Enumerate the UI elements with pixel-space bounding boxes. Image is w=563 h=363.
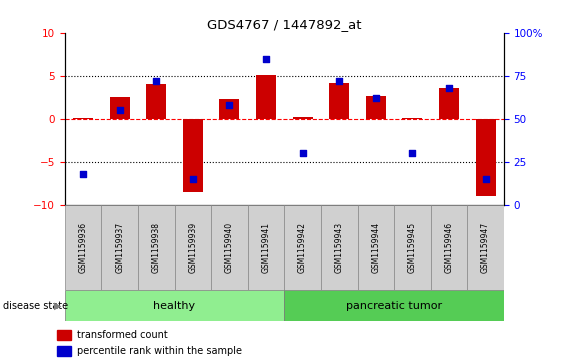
Bar <box>476 119 495 196</box>
Bar <box>220 99 239 119</box>
Text: GSM1159941: GSM1159941 <box>262 222 270 273</box>
Point <box>334 78 343 84</box>
Bar <box>366 97 386 119</box>
Bar <box>394 205 431 290</box>
Text: GSM1159936: GSM1159936 <box>79 222 87 273</box>
Text: GSM1159943: GSM1159943 <box>335 222 343 273</box>
Point <box>261 56 270 61</box>
Text: pancreatic tumor: pancreatic tumor <box>346 301 442 311</box>
Bar <box>101 205 138 290</box>
Point <box>298 150 307 156</box>
Text: transformed count: transformed count <box>77 330 167 340</box>
Bar <box>467 205 504 290</box>
Point <box>79 171 88 177</box>
Text: GSM1159947: GSM1159947 <box>481 222 490 273</box>
Text: GSM1159938: GSM1159938 <box>152 222 160 273</box>
Bar <box>110 97 129 119</box>
Bar <box>293 117 312 119</box>
Text: GSM1159940: GSM1159940 <box>225 222 234 273</box>
Text: disease state: disease state <box>3 301 68 311</box>
Bar <box>248 205 284 290</box>
Bar <box>138 205 175 290</box>
Bar <box>183 119 203 192</box>
Text: GSM1159939: GSM1159939 <box>189 222 197 273</box>
Bar <box>65 290 284 321</box>
Bar <box>284 205 321 290</box>
Text: percentile rank within the sample: percentile rank within the sample <box>77 346 242 356</box>
Point <box>225 102 234 108</box>
Point <box>445 85 454 91</box>
Bar <box>256 75 276 119</box>
Text: ▶: ▶ <box>55 301 62 311</box>
Bar <box>403 118 422 119</box>
Bar <box>175 205 211 290</box>
Point <box>152 78 161 84</box>
Bar <box>146 84 166 119</box>
Bar <box>358 205 394 290</box>
Point <box>372 95 381 101</box>
Bar <box>211 205 248 290</box>
Bar <box>321 205 358 290</box>
Bar <box>284 290 504 321</box>
Text: GSM1159937: GSM1159937 <box>115 222 124 273</box>
Text: healthy: healthy <box>154 301 195 311</box>
Text: GSM1159946: GSM1159946 <box>445 222 453 273</box>
Bar <box>56 346 70 356</box>
Point <box>115 107 124 113</box>
Bar <box>431 205 467 290</box>
Title: GDS4767 / 1447892_at: GDS4767 / 1447892_at <box>207 19 361 32</box>
Text: GSM1159944: GSM1159944 <box>372 222 380 273</box>
Bar <box>73 118 93 119</box>
Point <box>481 176 490 182</box>
Text: GSM1159945: GSM1159945 <box>408 222 417 273</box>
Bar <box>329 83 349 119</box>
Bar <box>56 330 70 340</box>
Text: GSM1159942: GSM1159942 <box>298 222 307 273</box>
Point <box>188 176 197 182</box>
Bar <box>65 205 101 290</box>
Bar <box>439 88 459 119</box>
Point <box>408 150 417 156</box>
